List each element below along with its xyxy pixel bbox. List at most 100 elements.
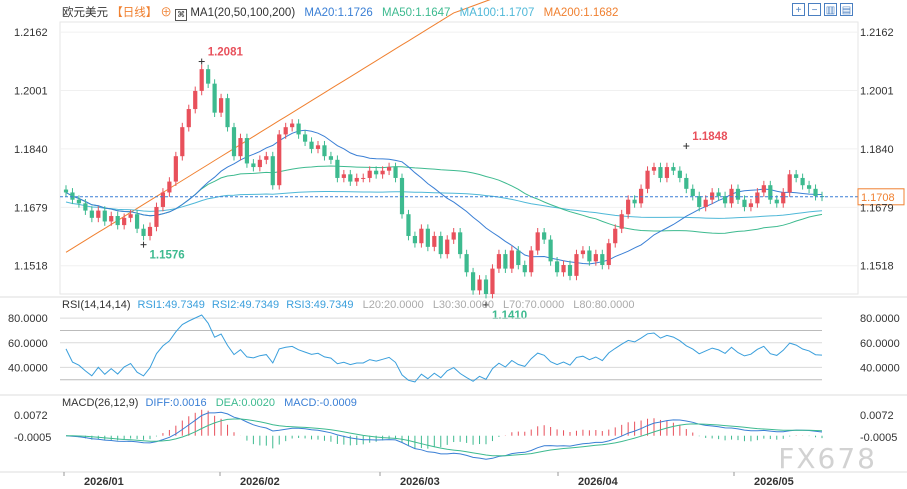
candle-body bbox=[231, 127, 237, 157]
candle-body bbox=[399, 177, 405, 215]
macd-tick-right-0: 0.0072 bbox=[860, 410, 894, 422]
candle-body bbox=[490, 268, 495, 294]
candle-body bbox=[322, 145, 327, 157]
candle-body bbox=[134, 214, 140, 229]
candle-body bbox=[167, 181, 172, 193]
candle-body bbox=[580, 250, 586, 255]
candle-body bbox=[212, 83, 217, 113]
candle-body bbox=[264, 156, 269, 160]
candle-body bbox=[302, 134, 308, 142]
candle-body bbox=[76, 199, 82, 204]
rsi-tick-left-2: 40.0000 bbox=[8, 362, 48, 374]
candle-body bbox=[606, 243, 611, 265]
candle-body bbox=[290, 123, 295, 128]
macd-tick-left-0: 0.0072 bbox=[14, 410, 48, 422]
period-selector[interactable]: 【日线】 bbox=[111, 7, 158, 19]
candle-body bbox=[361, 177, 366, 179]
candle-body bbox=[412, 235, 418, 244]
candle-body bbox=[63, 189, 69, 193]
x-tick-0: 2026/01 bbox=[84, 476, 124, 488]
candle-body bbox=[206, 69, 211, 84]
candle-body bbox=[83, 203, 88, 211]
macd-dea-value: DEA:0.0020 bbox=[215, 397, 276, 409]
last-price-box bbox=[857, 188, 905, 206]
candle-body bbox=[574, 254, 579, 276]
candle-body bbox=[561, 264, 566, 273]
candle-body bbox=[567, 264, 573, 276]
candle-body bbox=[393, 167, 398, 178]
candle-body bbox=[380, 170, 385, 175]
ma50-line bbox=[65, 165, 823, 234]
x-tick-2: 2026/03 bbox=[400, 476, 440, 488]
candle-body bbox=[367, 170, 372, 178]
candle-body bbox=[154, 206, 159, 227]
candle-body bbox=[470, 272, 476, 291]
candle-body bbox=[722, 196, 728, 204]
x-tick-4: 2026/05 bbox=[754, 476, 794, 488]
candle-body bbox=[458, 232, 463, 255]
indicator-toggle-icon[interactable]: ⌘ bbox=[175, 9, 188, 21]
candle-body bbox=[89, 210, 94, 218]
candle-body bbox=[787, 174, 792, 193]
rsi-tick-left-1: 60.0000 bbox=[8, 338, 48, 350]
rsi-params: RSI(14,14,14) bbox=[62, 299, 131, 311]
y-tick-left-2: 1.1840 bbox=[14, 144, 48, 156]
macd-diff-value: DIFF:0.0016 bbox=[145, 397, 207, 409]
candle-body bbox=[354, 177, 359, 182]
candle-body bbox=[587, 250, 592, 262]
annotation-low-1: 1.1576 bbox=[150, 250, 185, 262]
candle-body bbox=[800, 177, 805, 186]
candle-body bbox=[613, 228, 618, 244]
candle-body bbox=[141, 228, 146, 236]
ma-params: MA1(20,50,100,200) bbox=[190, 7, 296, 19]
candle-body bbox=[374, 170, 379, 175]
macd-tick-left-1: -0.0005 bbox=[14, 432, 51, 444]
candle-body bbox=[813, 188, 818, 197]
x-tick-3: 2026/04 bbox=[578, 476, 619, 488]
candle-body bbox=[522, 264, 527, 273]
bar-chart-icon[interactable]: ▥ bbox=[824, 3, 837, 16]
candle-body bbox=[102, 210, 107, 222]
rsi-tick-right-1: 60.0000 bbox=[860, 338, 900, 350]
candle-body bbox=[690, 188, 695, 197]
candle-body bbox=[180, 127, 185, 157]
rsi-l20: L20:20.0000 bbox=[362, 299, 424, 311]
candle-body bbox=[781, 192, 786, 204]
y-tick-right-1: 1.2001 bbox=[860, 86, 894, 98]
candle-body bbox=[451, 232, 456, 240]
y-tick-right-4: 1.1518 bbox=[860, 261, 894, 273]
candle-body bbox=[193, 90, 198, 110]
candle-body bbox=[335, 159, 340, 178]
x-tick-1: 2026/02 bbox=[240, 476, 280, 488]
candle-body bbox=[483, 279, 489, 294]
candle-body bbox=[425, 228, 430, 247]
plus-circle-icon[interactable]: ⊕ bbox=[160, 7, 172, 19]
rsi2-value: RSI2:49.7349 bbox=[211, 299, 280, 311]
ma100-value: MA100:1.1707 bbox=[459, 7, 535, 19]
candle-body bbox=[503, 254, 508, 269]
settings-icon[interactable]: ▤ bbox=[840, 3, 853, 16]
candle-body bbox=[729, 188, 734, 204]
y-tick-left-4: 1.1518 bbox=[14, 261, 48, 273]
zoom-out-icon[interactable]: − bbox=[808, 3, 821, 16]
zoom-in-icon[interactable]: + bbox=[792, 3, 805, 16]
candle-body bbox=[122, 217, 127, 226]
price-pane bbox=[59, 21, 859, 295]
symbol-name: 欧元美元 bbox=[62, 7, 108, 19]
macd-params: MACD(26,12,9) bbox=[62, 397, 139, 409]
candle-body bbox=[199, 69, 204, 91]
candle-body bbox=[703, 199, 708, 207]
candle-body bbox=[626, 199, 631, 215]
candle-body bbox=[419, 228, 424, 244]
candle-body bbox=[109, 216, 114, 222]
annotation-high-1: 1.2081 bbox=[208, 47, 244, 59]
candle-body bbox=[348, 174, 353, 182]
macd-hist-value: MACD:-0.0009 bbox=[284, 397, 357, 409]
y-tick-right-2: 1.1840 bbox=[860, 144, 894, 156]
candle-body bbox=[794, 174, 799, 178]
candle-body bbox=[464, 254, 469, 273]
candle-body bbox=[251, 163, 256, 168]
ma50-value: MA50:1.1647 bbox=[382, 7, 451, 19]
candle-body bbox=[270, 156, 275, 186]
